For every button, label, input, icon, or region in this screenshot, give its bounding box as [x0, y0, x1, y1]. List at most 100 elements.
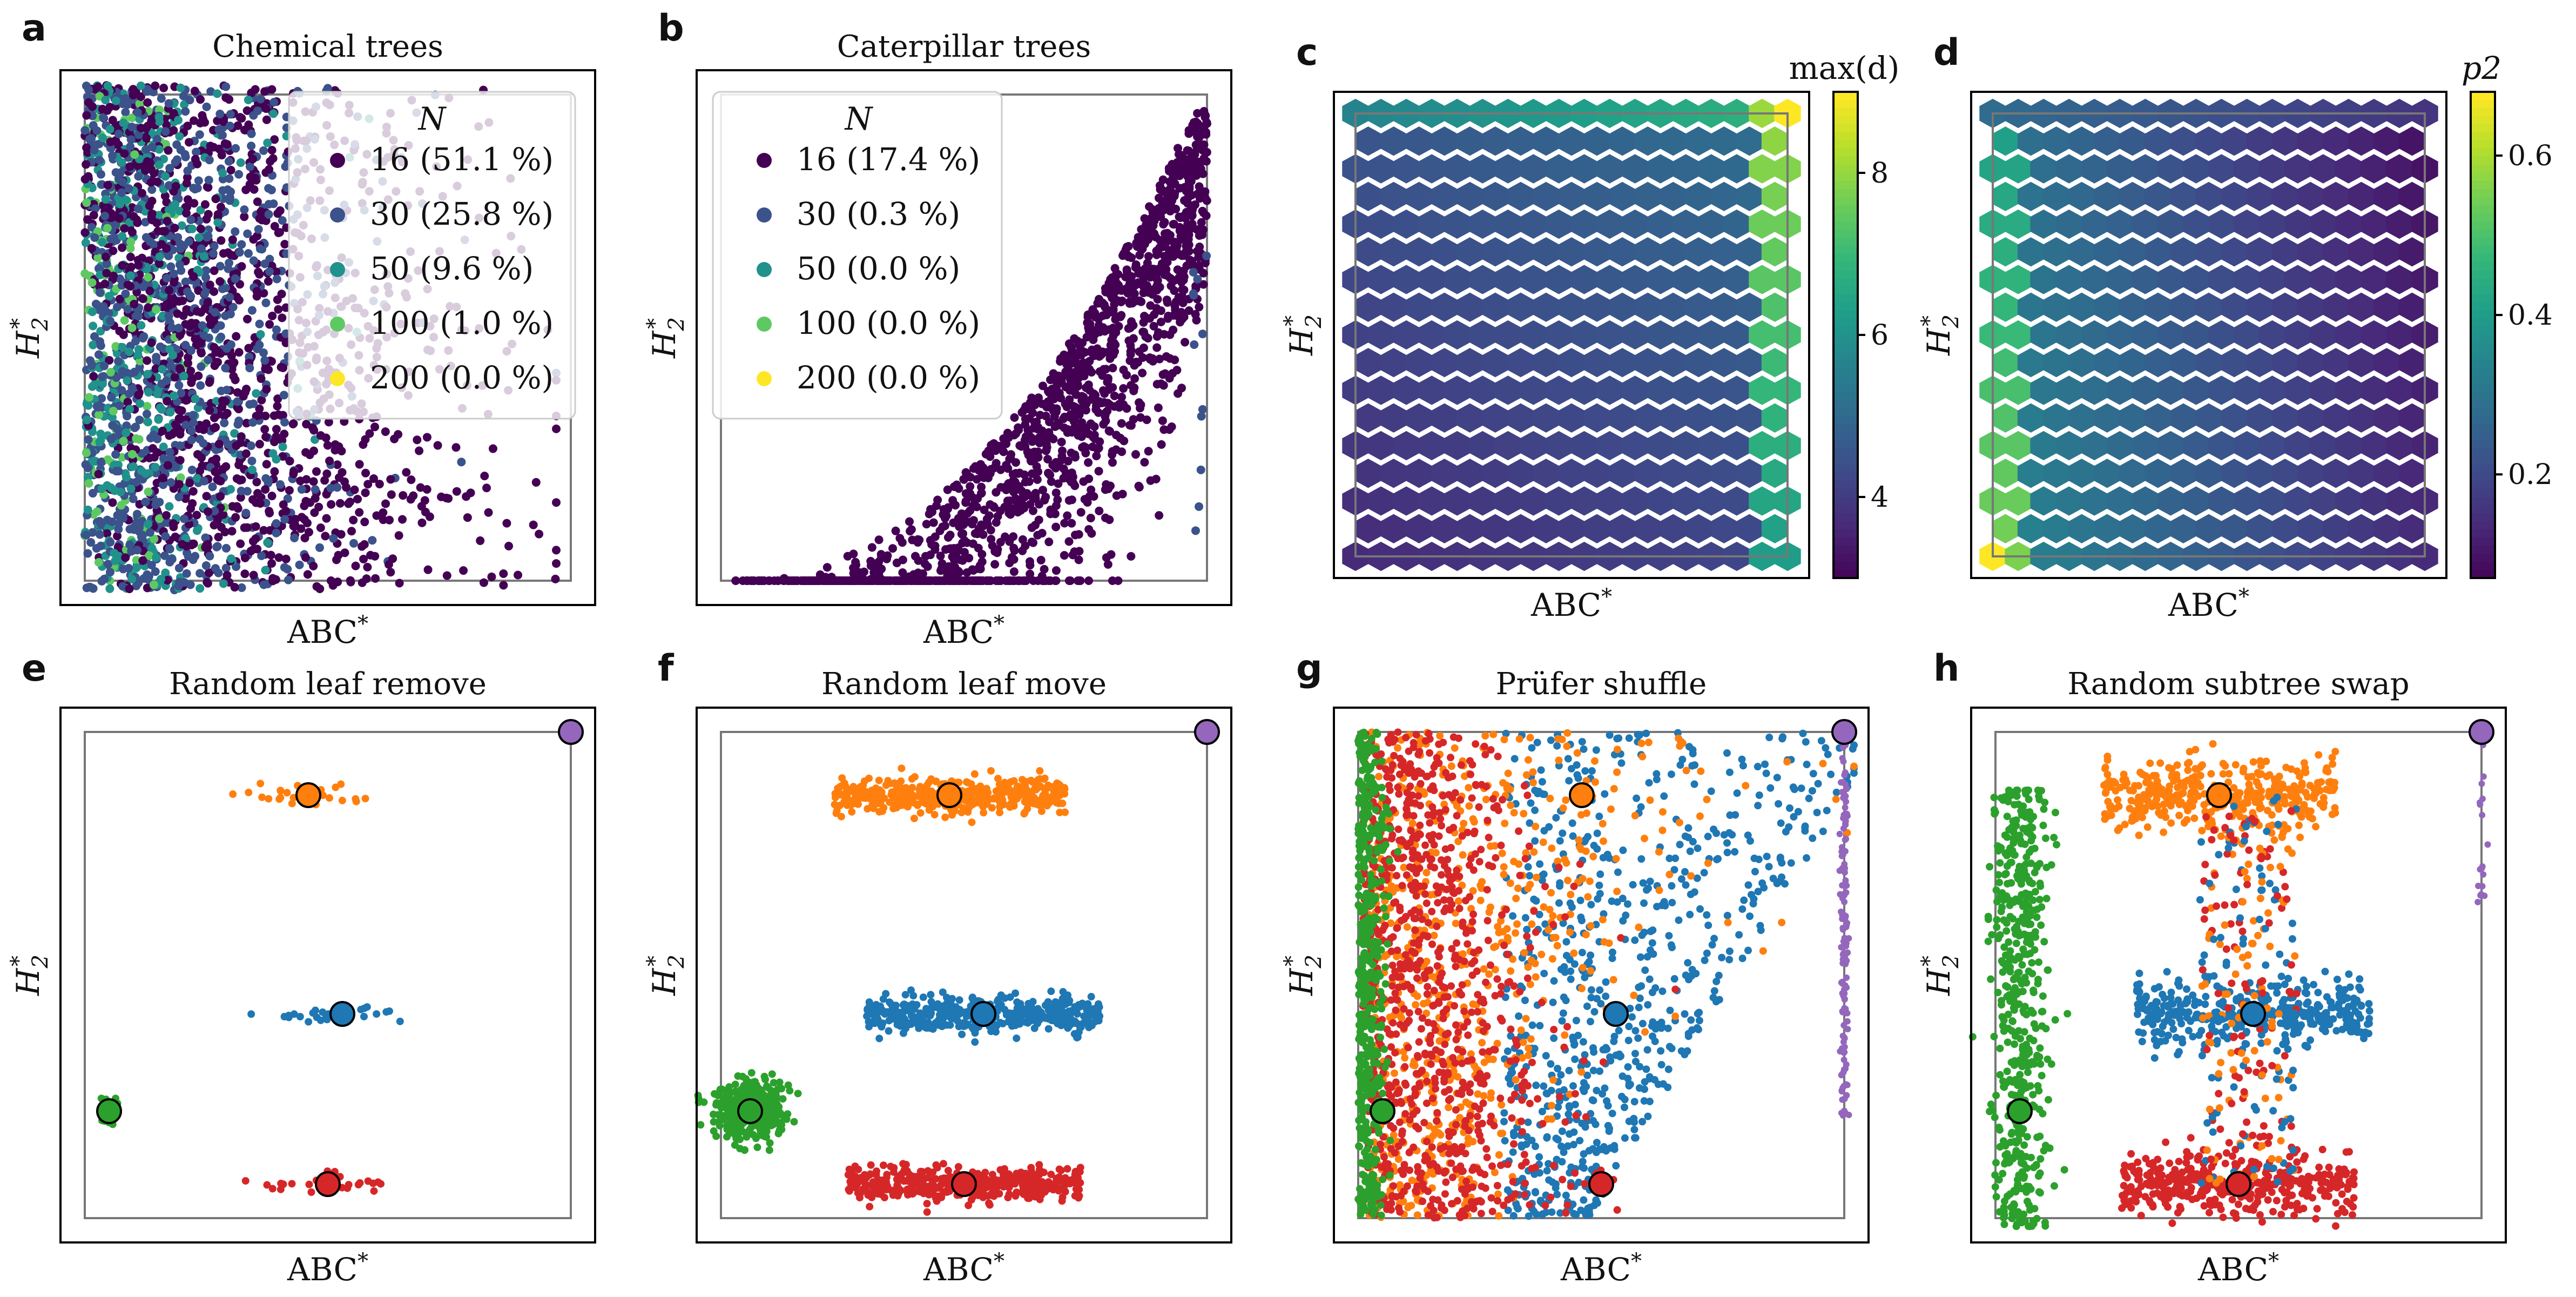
data-point-0: [328, 581, 338, 590]
hex-cell: [1673, 209, 1700, 239]
data-point-1: [284, 575, 293, 584]
hex-cell: [2195, 459, 2222, 488]
hex-cell: [1609, 237, 1636, 267]
data-point-2: [88, 427, 97, 436]
data-point-1: [166, 478, 176, 487]
colorbar-segment: [1833, 529, 1858, 538]
data-point-0: [385, 515, 394, 525]
data-point-3: [84, 479, 93, 488]
data-point-0: [109, 271, 118, 280]
data-point-0: [82, 143, 91, 152]
hex-cell: [1710, 514, 1738, 543]
hex-cell: [2106, 209, 2133, 239]
hex-cell: [1583, 348, 1610, 378]
data-point: [1095, 506, 1104, 515]
tick-label: 0.4: [2508, 299, 2553, 332]
data-point-0: [100, 279, 110, 288]
legend-label: 200 (0.0 %): [370, 359, 554, 396]
data-point-1: [96, 337, 105, 346]
colorbar-segment: [1833, 270, 1858, 279]
hex-cell: [2284, 265, 2311, 294]
data-point-0: [163, 217, 172, 226]
colorbar-segment: [1833, 416, 1858, 425]
data-point-2: [218, 169, 227, 178]
colorbar-segment: [1833, 278, 1858, 287]
data-point-0: [144, 303, 153, 312]
data-point-1: [279, 391, 288, 400]
data-point: [1108, 364, 1117, 373]
data-point-0: [268, 311, 277, 320]
hex-cell: [1431, 348, 1458, 378]
data-point: [1136, 404, 1145, 413]
data-point: [1126, 350, 1135, 359]
colorbar-segment: [1833, 319, 1858, 327]
data-point-1: [165, 164, 174, 173]
data-point-2: [152, 553, 161, 562]
hex-cell: [1660, 182, 1687, 211]
hex-cell: [1583, 459, 1610, 488]
hex-cell: [2386, 209, 2413, 239]
data-point-0: [140, 166, 150, 175]
colorbar-segment: [2471, 254, 2495, 263]
hex-cell: [2081, 431, 2108, 461]
data-point-0: [177, 406, 186, 415]
data-point-1: [106, 537, 115, 547]
data-point: [1094, 467, 1103, 476]
data-point-1: [221, 82, 231, 91]
hex-cell: [2310, 320, 2337, 350]
hex-cell: [2042, 292, 2070, 322]
hex-cell: [1596, 320, 1623, 350]
hex-cell: [1621, 375, 1649, 405]
data-point-1: [217, 332, 226, 341]
data-point-1: [264, 200, 273, 209]
data-point-0: [482, 483, 491, 493]
data-point-1: [113, 303, 122, 312]
data-point-0: [147, 116, 156, 125]
hex-cell: [1533, 459, 1560, 488]
data-point-0: [237, 432, 246, 441]
colorbar-segment: [1833, 246, 1858, 254]
legend-label: 30 (0.3 %): [797, 196, 960, 232]
x-axis-label-text: ABC*: [287, 611, 368, 650]
data-point: [1167, 422, 1176, 432]
data-point-1: [97, 458, 106, 467]
data-point-0: [360, 518, 369, 527]
hex-cell: [2030, 486, 2057, 516]
hex-cell: [1723, 265, 1750, 294]
data-point-1: [225, 174, 234, 183]
data-point-2: [137, 466, 146, 475]
hex-cell: [2310, 375, 2337, 405]
data-point-0: [152, 218, 161, 227]
data-point: [1060, 551, 1069, 560]
colorbar-segment: [2471, 319, 2495, 327]
hex-cell: [1685, 292, 1712, 322]
data-point-0: [363, 480, 373, 489]
hex-cell: [2258, 209, 2286, 239]
data-point-1: [226, 340, 235, 349]
data-point-1: [255, 319, 264, 328]
data-point: [1093, 445, 1102, 454]
data-point-2: [166, 408, 175, 417]
data-point-0: [205, 377, 214, 386]
hex-cell: [1545, 154, 1573, 184]
data-point: [1122, 371, 1131, 380]
data-point: [896, 576, 906, 585]
data-point-1: [145, 528, 154, 537]
data-point-1: [95, 516, 104, 526]
data-point: [247, 1010, 255, 1018]
data-point-2: [213, 89, 222, 98]
data-point: [1193, 109, 1202, 118]
data-point: [1166, 281, 1176, 291]
data-point-0: [255, 440, 264, 449]
hex-cell: [1558, 182, 1585, 211]
data-point: [1166, 274, 1175, 283]
data-point: [921, 552, 930, 561]
colorbar-segment: [1833, 392, 1858, 400]
data-point: [352, 795, 360, 803]
data-point: [1007, 576, 1016, 585]
data-point: [1140, 458, 1149, 467]
tick-label: 8: [1871, 157, 1889, 190]
data-point-1: [218, 131, 227, 140]
data-point: [1109, 338, 1118, 347]
data-point-1: [272, 519, 281, 528]
